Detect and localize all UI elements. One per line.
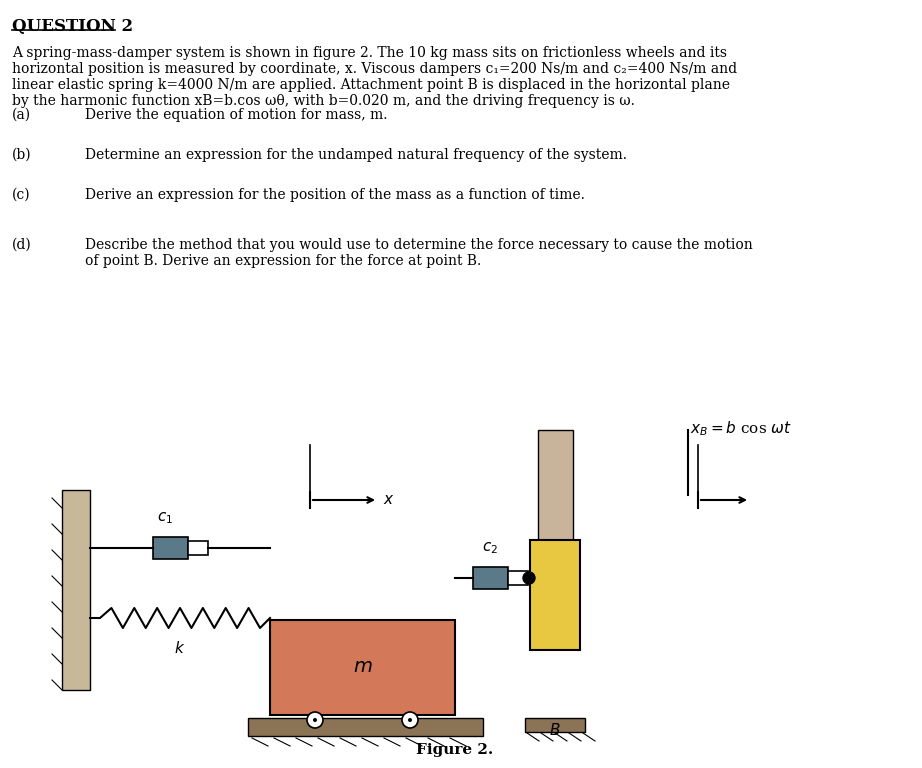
Bar [508, 571, 528, 584]
Bar [152, 537, 187, 559]
Text: (a): (a) [12, 108, 31, 122]
Text: QUESTION 2: QUESTION 2 [12, 18, 133, 35]
Text: A spring-mass-damper system is shown in figure 2. The 10 kg mass sits on frictio: A spring-mass-damper system is shown in … [12, 46, 727, 60]
Bar [187, 541, 207, 554]
Text: by the harmonic function xB=b.cos ωθ, with b=0.020 m, and the driving frequency : by the harmonic function xB=b.cos ωθ, wi… [12, 94, 635, 108]
Bar [62, 490, 90, 690]
Circle shape [307, 712, 323, 728]
Circle shape [402, 712, 418, 728]
Bar [538, 430, 573, 560]
Circle shape [523, 572, 535, 584]
Text: $k$: $k$ [174, 640, 185, 656]
Circle shape [313, 718, 317, 722]
Text: (d): (d) [12, 238, 31, 252]
Circle shape [408, 718, 412, 722]
Text: Derive the equation of motion for mass, m.: Derive the equation of motion for mass, … [85, 108, 387, 122]
Text: horizontal position is measured by coordinate, x. Viscous dampers c₁=200 Ns/m an: horizontal position is measured by coord… [12, 62, 737, 76]
Text: $B$: $B$ [550, 722, 561, 738]
Text: Determine an expression for the undamped natural frequency of the system.: Determine an expression for the undamped… [85, 148, 627, 162]
Text: Describe the method that you would use to determine the force necessary to cause: Describe the method that you would use t… [85, 238, 752, 252]
Text: $c_1$: $c_1$ [157, 510, 173, 526]
Bar [525, 718, 585, 732]
Text: $x$: $x$ [383, 493, 395, 507]
Text: Figure 2.: Figure 2. [417, 743, 493, 757]
Bar [473, 567, 508, 589]
Bar [248, 718, 483, 736]
Text: of point B. Derive an expression for the force at point B.: of point B. Derive an expression for the… [85, 254, 481, 268]
Bar [530, 540, 580, 650]
Text: $x_B = b$ cos $\omega t$: $x_B = b$ cos $\omega t$ [690, 419, 792, 438]
Text: Derive an expression for the position of the mass as a function of time.: Derive an expression for the position of… [85, 188, 585, 202]
Text: $m$: $m$ [353, 658, 372, 677]
Text: linear elastic spring k=4000 N/m are applied. Attachment point B is displaced in: linear elastic spring k=4000 N/m are app… [12, 78, 730, 92]
Bar [270, 620, 455, 715]
Text: (c): (c) [12, 188, 30, 202]
Text: (b): (b) [12, 148, 31, 162]
Text: $c_2$: $c_2$ [482, 541, 499, 556]
